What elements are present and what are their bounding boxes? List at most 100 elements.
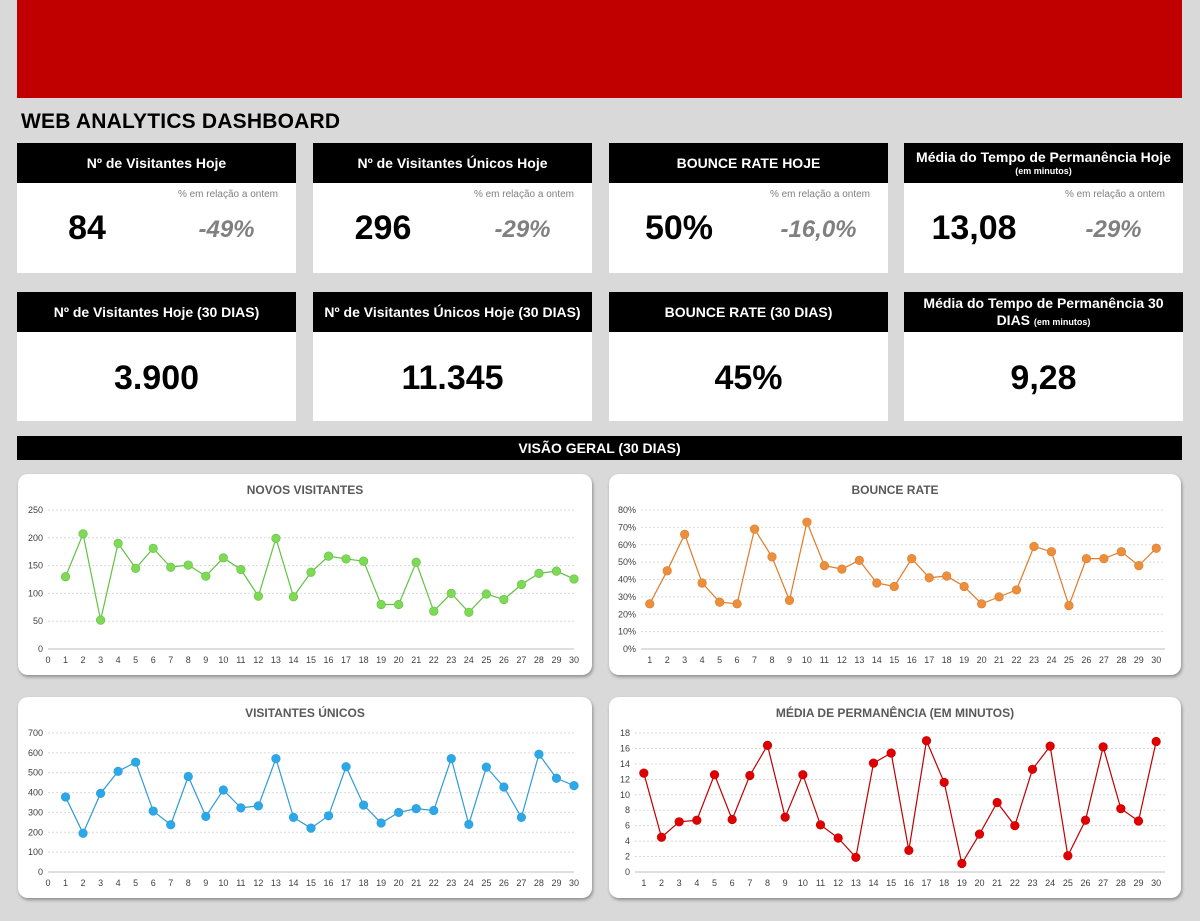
x-tick-label: 16 (324, 878, 334, 888)
x-tick-label: 17 (924, 655, 934, 665)
data-point (516, 579, 527, 590)
data-point (886, 748, 896, 758)
kpi-header: BOUNCE RATE HOJE (609, 143, 888, 183)
y-tick-label: 100 (28, 847, 43, 857)
y-tick-label: 600 (28, 748, 43, 758)
data-point (95, 615, 106, 625)
data-point (534, 568, 544, 578)
x-tick-label: 4 (694, 878, 699, 888)
data-point (516, 812, 527, 822)
data-point (662, 566, 672, 576)
x-tick-label: 7 (168, 878, 173, 888)
kpi-card-bounce-rate-today: BOUNCE RATE HOJE % em relação a ontem 50… (609, 143, 888, 273)
kpi-title: BOUNCE RATE (30 DIAS) (664, 303, 833, 320)
kpi-header: Nº de Visitantes Hoje (30 DIAS) (17, 292, 296, 332)
data-point (656, 832, 667, 842)
data-point (727, 814, 737, 825)
x-tick-label: 29 (551, 655, 561, 665)
x-tick-label: 26 (499, 655, 509, 665)
data-point (166, 820, 176, 830)
kpi-value: 84 (68, 209, 106, 247)
data-point (60, 572, 71, 582)
data-point (534, 749, 544, 759)
x-tick-label: 8 (765, 878, 770, 888)
data-point (551, 566, 562, 576)
kpi-value: 3.900 (113, 359, 200, 397)
data-point (131, 757, 141, 767)
series-line (64, 752, 575, 835)
x-tick-label: 4 (116, 878, 121, 888)
data-point (732, 599, 742, 609)
kpi-delta: -29% (494, 216, 551, 243)
x-tick-label: 11 (236, 655, 245, 665)
data-point (306, 823, 316, 833)
kpi-title: Nº de Visitantes Hoje (86, 154, 227, 171)
data-point (1010, 821, 1020, 831)
x-tick-label: 28 (534, 878, 544, 888)
data-point (411, 804, 421, 814)
kpi-title: Nº de Visitantes Únicos Hoje (357, 154, 548, 171)
y-tick-label: 60% (618, 540, 636, 550)
y-tick-label: 150 (28, 561, 43, 571)
x-tick-label: 6 (151, 655, 156, 665)
x-tick-label: 4 (700, 655, 705, 665)
data-point (78, 529, 88, 539)
data-point (113, 538, 123, 548)
x-tick-label: 21 (411, 655, 421, 665)
header-banner (17, 0, 1182, 98)
x-tick-label: 15 (889, 655, 899, 665)
x-tick-label: 8 (186, 655, 191, 665)
kpi-value: 296 (354, 209, 412, 247)
kpi-value: 45% (714, 359, 783, 397)
y-tick-label: 50 (33, 616, 43, 626)
y-tick-label: 16 (620, 743, 630, 753)
data-point (429, 805, 439, 816)
data-point (464, 819, 474, 829)
x-tick-label: 9 (203, 655, 208, 665)
data-point (166, 562, 176, 572)
x-tick-label: 28 (1116, 878, 1126, 888)
data-point (974, 829, 985, 839)
x-tick-label: 3 (682, 655, 687, 665)
data-point (851, 852, 861, 862)
data-point (288, 812, 299, 822)
x-tick-label: 22 (1010, 878, 1020, 888)
x-tick-label: 14 (288, 655, 298, 665)
y-tick-label: 18 (620, 728, 630, 738)
x-tick-label: 7 (168, 655, 173, 665)
data-point (1116, 804, 1126, 814)
x-tick-label: 6 (730, 878, 735, 888)
x-tick-label: 10 (218, 878, 228, 888)
x-tick-label: 13 (851, 878, 861, 888)
data-point (288, 592, 299, 602)
kpi-title: Nº de Visitantes Únicos Hoje (30 DIAS) (324, 303, 581, 320)
data-point (1116, 547, 1126, 557)
data-point (376, 599, 386, 610)
section-title-bar: VISÃO GERAL (30 DIAS) (17, 436, 1182, 460)
y-tick-label: 0 (38, 644, 43, 654)
data-point (904, 845, 914, 855)
x-tick-label: 5 (717, 655, 722, 665)
data-point (394, 599, 404, 610)
kpi-card-bounce-rate-30d: BOUNCE RATE (30 DIAS) 45% (609, 292, 888, 421)
kpi-value: 9,28 (1010, 359, 1077, 397)
x-tick-label: 30 (569, 655, 579, 665)
x-tick-label: 20 (394, 655, 404, 665)
data-point (680, 529, 690, 539)
y-tick-label: 8 (625, 805, 630, 815)
y-tick-label: 0% (623, 644, 636, 654)
data-point (1029, 541, 1039, 552)
chart-panel-unique-visitors: VISITANTES ÚNICOS 0 100 200 300 400 500 600 700… (18, 697, 592, 898)
x-tick-label: 14 (868, 878, 878, 888)
x-tick-label: 5 (133, 878, 138, 888)
x-tick-label: 17 (341, 655, 351, 665)
data-point (939, 777, 949, 788)
x-tick-label: 19 (957, 878, 967, 888)
kpi-title: Média do Tempo de Permanência 30 (923, 295, 1164, 312)
data-point (323, 551, 334, 561)
x-tick-label: 17 (921, 878, 931, 888)
x-tick-label: 15 (306, 655, 316, 665)
x-tick-label: 26 (1081, 655, 1091, 665)
data-point (745, 770, 755, 781)
kpi-header: Nº de Visitantes Hoje (17, 143, 296, 183)
